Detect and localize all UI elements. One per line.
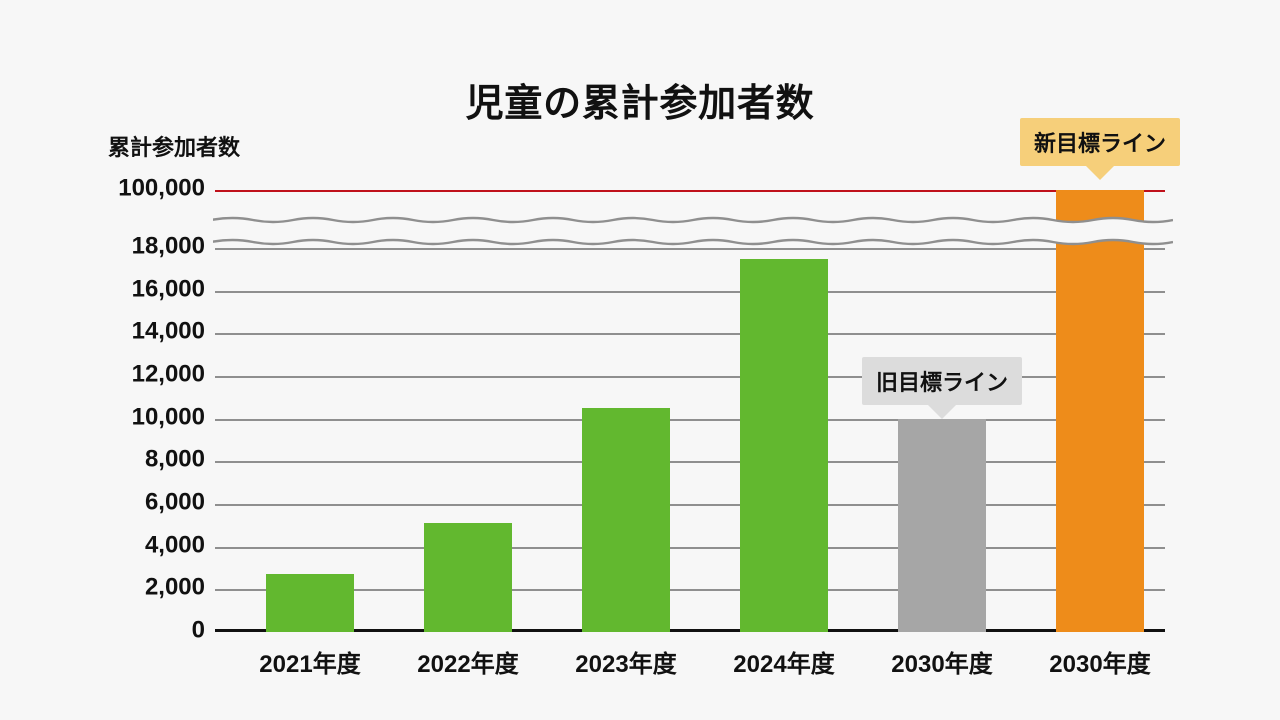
y-tick-label: 6,000 <box>95 489 205 517</box>
x-axis-labels: 2021年度 2022年度 2023年度 2024年度 2030年度 2030年度 <box>215 644 1165 684</box>
gridline <box>215 461 1165 463</box>
gridline <box>215 333 1165 335</box>
y-tick-label: 16,000 <box>95 275 205 303</box>
gridline <box>215 376 1165 378</box>
x-tick-label: 2023年度 <box>575 644 676 679</box>
old-target-badge-text: 旧目標ライン <box>876 370 1008 395</box>
badge-tail-icon <box>928 405 956 419</box>
gridline <box>215 291 1165 293</box>
plot-area <box>215 180 1165 632</box>
x-tick-label: 2022年度 <box>417 644 518 679</box>
gridline <box>215 547 1165 549</box>
gridline <box>215 248 1165 250</box>
y-tick-label: 100,000 <box>95 175 205 203</box>
new-target-badge: 新目標ライン <box>1020 118 1180 166</box>
y-tick-label: 10,000 <box>95 403 205 431</box>
y-tick-label: 2,000 <box>95 574 205 602</box>
y-tick-label: 12,000 <box>95 361 205 389</box>
old-target-badge: 旧目標ライン <box>862 357 1022 405</box>
gridline <box>215 504 1165 506</box>
y-tick-label: 0 <box>95 617 205 645</box>
x-tick-label: 2024年度 <box>733 644 834 679</box>
gridline <box>215 589 1165 591</box>
y-tick-label: 8,000 <box>95 446 205 474</box>
y-tick-label: 4,000 <box>95 531 205 559</box>
y-axis-title: 累計参加者数 <box>108 130 240 162</box>
bar <box>898 419 986 632</box>
badge-tail-icon <box>1086 166 1114 180</box>
axis-break-icon <box>213 214 1173 248</box>
x-axis-line <box>215 629 1165 632</box>
x-tick-label: 2030年度 <box>891 644 992 679</box>
x-tick-label: 2030年度 <box>1049 644 1150 679</box>
bar <box>266 574 354 632</box>
target-line <box>215 190 1165 192</box>
bar <box>582 408 670 632</box>
new-target-badge-text: 新目標ライン <box>1034 131 1166 156</box>
bar <box>424 523 512 632</box>
y-tick-label: 14,000 <box>95 318 205 346</box>
bar <box>1056 190 1144 632</box>
bar <box>740 259 828 632</box>
gridline <box>215 419 1165 421</box>
x-tick-label: 2021年度 <box>259 644 360 679</box>
chart-card: 児童の累計参加者数 累計参加者数 02,0004,0006,0008,00010… <box>0 0 1280 720</box>
y-tick-label: 18,000 <box>95 233 205 261</box>
